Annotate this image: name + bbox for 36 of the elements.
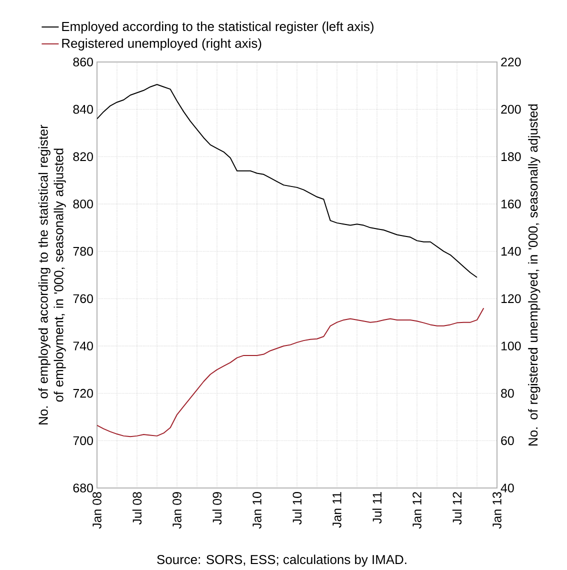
legend-label: Employed according to the statistical register (left axis) (62, 22, 374, 34)
y2-tick-label: 140 (501, 246, 521, 256)
y2-tick-label: 100 (501, 342, 521, 350)
x-tick-label: Jan 08 (92, 492, 102, 529)
y2-tick-label: 160 (501, 200, 521, 208)
y2-axis-title: No. of registered unemployed, in '000, seasonally adjusted (528, 104, 540, 446)
y-tick-label: 740 (73, 342, 93, 350)
y2-tick-label: 220 (501, 58, 521, 66)
x-tick-label: Jan 10 (252, 492, 262, 529)
y-tick-label: 860 (73, 58, 93, 66)
x-tick-label: Jul 10 (292, 492, 302, 525)
y-tick-label: 820 (73, 152, 93, 162)
y-axis-title: No. of employed according to the statistical register of employment, in '000, seasonally adjusted (38, 124, 66, 424)
x-tick-label: Jan 13 (492, 492, 502, 529)
y-tick-label: 680 (73, 484, 93, 492)
legend-label: Registered unemployed (right axis) (62, 38, 262, 50)
x-tick-label: Jan 11 (332, 492, 342, 528)
y-tick-label: 700 (73, 436, 93, 446)
y2-tick-label: 200 (501, 104, 521, 114)
x-tick-label: Jul 12 (452, 492, 462, 525)
y-tick-label: 720 (73, 388, 93, 398)
y-tick-label: 800 (73, 200, 93, 208)
y2-tick-label: 60 (501, 436, 514, 446)
y-tick-label: 840 (73, 104, 93, 114)
source-note: Source: SORS, ESS; calculations by IMAD. (157, 554, 406, 567)
y2-tick-label: 120 (501, 294, 521, 304)
x-tick-label: Jul 11 (372, 492, 382, 524)
x-tick-label: Jan 09 (172, 492, 182, 529)
y-tick-label: 780 (73, 246, 93, 256)
y2-tick-label: 80 (501, 388, 514, 398)
y2-tick-label: 180 (501, 152, 521, 162)
x-tick-label: Jul 09 (212, 492, 222, 525)
y2-tick-label: 40 (500, 484, 514, 492)
x-tick-label: Jul 08 (132, 492, 142, 525)
y-tick-label: 760 (73, 294, 93, 304)
x-tick-label: Jan 12 (412, 492, 422, 529)
